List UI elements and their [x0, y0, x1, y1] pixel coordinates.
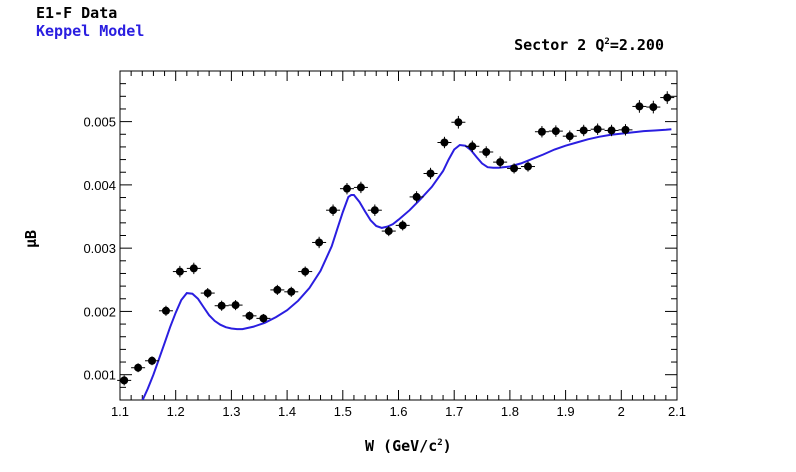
data-point [565, 132, 574, 141]
x-tick-label: 2 [618, 404, 625, 419]
x-axis-label-prefix: W (GeV/c [365, 437, 438, 455]
data-point [189, 264, 198, 273]
y-tick-label: 0.002 [83, 304, 116, 319]
data-point [440, 138, 449, 147]
data-point [635, 102, 644, 111]
data-point [301, 267, 310, 276]
data-point [579, 126, 588, 135]
x-tick-label: 1.8 [501, 404, 519, 419]
data-point [287, 287, 296, 296]
y-tick-label: 0.001 [83, 368, 116, 383]
data-point [134, 363, 143, 372]
data-point [426, 169, 435, 178]
data-point [148, 356, 157, 365]
data-point [524, 162, 533, 171]
data-point [384, 227, 393, 236]
chart-title-sup: 2 [604, 37, 610, 47]
y-tick-label: 0.005 [83, 115, 116, 130]
data-point [621, 125, 630, 134]
x-tick-label: 1.3 [222, 404, 240, 419]
x-axis-label-suffix: ) [442, 437, 452, 455]
data-point [510, 164, 519, 173]
data-point [370, 206, 379, 215]
data-point [342, 184, 351, 193]
data-point [649, 103, 658, 112]
data-point [593, 125, 602, 134]
x-tick-label: 1.6 [389, 404, 407, 419]
data-point [329, 206, 338, 215]
y-tick-label: 0.004 [83, 178, 116, 193]
data-point [245, 311, 254, 320]
x-tick-label: 1.2 [167, 404, 185, 419]
x-axis-label-sup: 2 [437, 438, 443, 448]
y-tick-label: 0.003 [83, 241, 116, 256]
data-point [496, 158, 505, 167]
x-axis-label: W (GeV/c2) [365, 437, 452, 455]
data-point [454, 118, 463, 127]
data-point [259, 314, 268, 323]
data-point [412, 192, 421, 201]
data-point [161, 306, 170, 315]
chart-title: Sector 2 Q2=2.200 [514, 36, 664, 54]
x-tick-label: 1.7 [445, 404, 463, 419]
data-point [217, 301, 226, 310]
x-tick-label: 2.1 [668, 404, 686, 419]
data-point [273, 285, 282, 294]
chart-title-prefix: Sector 2 Q [514, 36, 605, 54]
data-point [537, 127, 546, 136]
x-tick-label: 1.5 [334, 404, 352, 419]
data-point [468, 142, 477, 151]
legend-entry-model: Keppel Model [36, 22, 145, 40]
x-tick-label: 1.9 [557, 404, 575, 419]
plot-frame [119, 70, 678, 401]
data-point [315, 238, 324, 247]
data-point [175, 267, 184, 276]
data-point [398, 221, 407, 230]
x-tick-label: 1.1 [111, 404, 129, 419]
data-point [482, 147, 491, 156]
data-point [607, 126, 616, 135]
data-point [551, 127, 560, 136]
data-point [663, 93, 672, 102]
chart-title-suffix: =2.200 [609, 36, 664, 54]
data-point [120, 376, 129, 385]
model-curve [141, 128, 672, 400]
data-point [203, 289, 212, 298]
data-point [356, 183, 365, 192]
x-tick-label: 1.4 [278, 404, 296, 419]
data-point [231, 301, 240, 310]
legend-entry-data: E1-F Data [36, 4, 118, 22]
